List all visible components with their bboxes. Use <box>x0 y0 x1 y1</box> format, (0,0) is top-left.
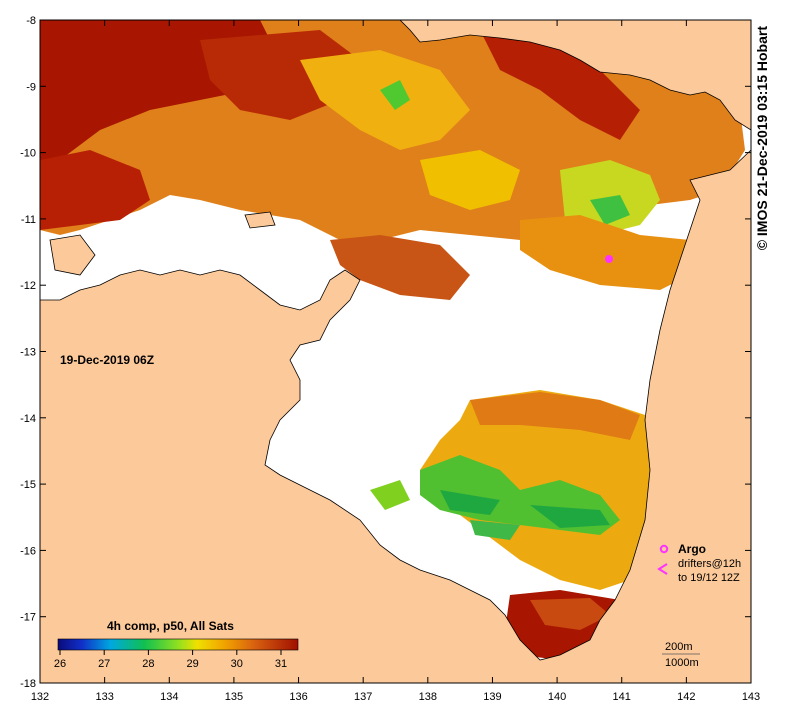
argo-marker-icon <box>659 544 669 554</box>
composite-label: 4h comp, p50, All Sats <box>107 619 234 633</box>
x-axis: 132 133 134 135 136 137 138 139 140 141 142 143 <box>31 20 760 703</box>
x-tick-label: 139 <box>483 691 501 703</box>
legend-drifters-line1: drifters@12h <box>678 558 741 570</box>
colorbar-tick-label: 26 <box>54 658 66 670</box>
colorbar-tick-label: 27 <box>98 658 110 670</box>
x-tick-label: 142 <box>677 691 695 703</box>
y-tick-label: -8 <box>26 15 36 27</box>
y-tick-label: -18 <box>20 678 36 690</box>
credit-text: © IMOS 21-Dec-2019 03:15 Hobart <box>754 26 770 251</box>
y-tick-label: -15 <box>20 479 36 491</box>
colorbar-tick-label: 29 <box>186 658 198 670</box>
legend-contour-1000: 1000m <box>665 657 699 669</box>
colorbar-tick-label: 31 <box>275 658 287 670</box>
y-axis: -8 -9 -10 -11 -12 -13 -14 -15 -16 -17 -18 <box>20 15 751 690</box>
y-tick-label: -13 <box>20 347 36 359</box>
y-tick-label: -11 <box>21 214 36 226</box>
argo-float-marker <box>605 255 613 263</box>
y-tick-label: -14 <box>20 413 36 425</box>
x-tick-label: 140 <box>548 691 566 703</box>
colorbar: 4h comp, p50, All Sats 26 27 28 29 30 31 <box>54 619 299 670</box>
legend-argo: Argo <box>678 542 706 556</box>
land <box>40 20 751 683</box>
legend-drifters-line2: to 19/12 12Z <box>678 572 740 584</box>
x-tick-label: 136 <box>289 691 307 703</box>
drifter-marker-icon <box>657 563 668 575</box>
y-tick-label: -9 <box>26 81 36 93</box>
y-tick-label: -10 <box>20 148 36 160</box>
legend: Argo drifters@12h to 19/12 12Z 200m 1000… <box>657 542 741 669</box>
x-tick-label: 141 <box>613 691 631 703</box>
x-tick-label: 134 <box>160 691 178 703</box>
colorbar-ramp <box>57 638 299 651</box>
x-tick-label: 135 <box>225 691 243 703</box>
x-tick-label: 132 <box>31 691 49 703</box>
colorbar-ticks: 26 27 28 29 30 31 <box>54 650 287 670</box>
sst-field <box>40 20 745 660</box>
x-tick-label: 143 <box>742 691 760 703</box>
y-tick-label: -16 <box>20 545 36 557</box>
colorbar-tick-label: 30 <box>231 658 243 670</box>
colorbar-tick-label: 28 <box>142 658 154 670</box>
timestamp-label: 19-Dec-2019 06Z <box>60 353 154 367</box>
legend-contour-200: 200m <box>665 641 693 653</box>
x-tick-label: 133 <box>95 691 113 703</box>
y-tick-label: -17 <box>20 612 36 624</box>
y-tick-label: -12 <box>20 280 36 292</box>
x-tick-label: 137 <box>354 691 372 703</box>
x-tick-label: 138 <box>419 691 437 703</box>
